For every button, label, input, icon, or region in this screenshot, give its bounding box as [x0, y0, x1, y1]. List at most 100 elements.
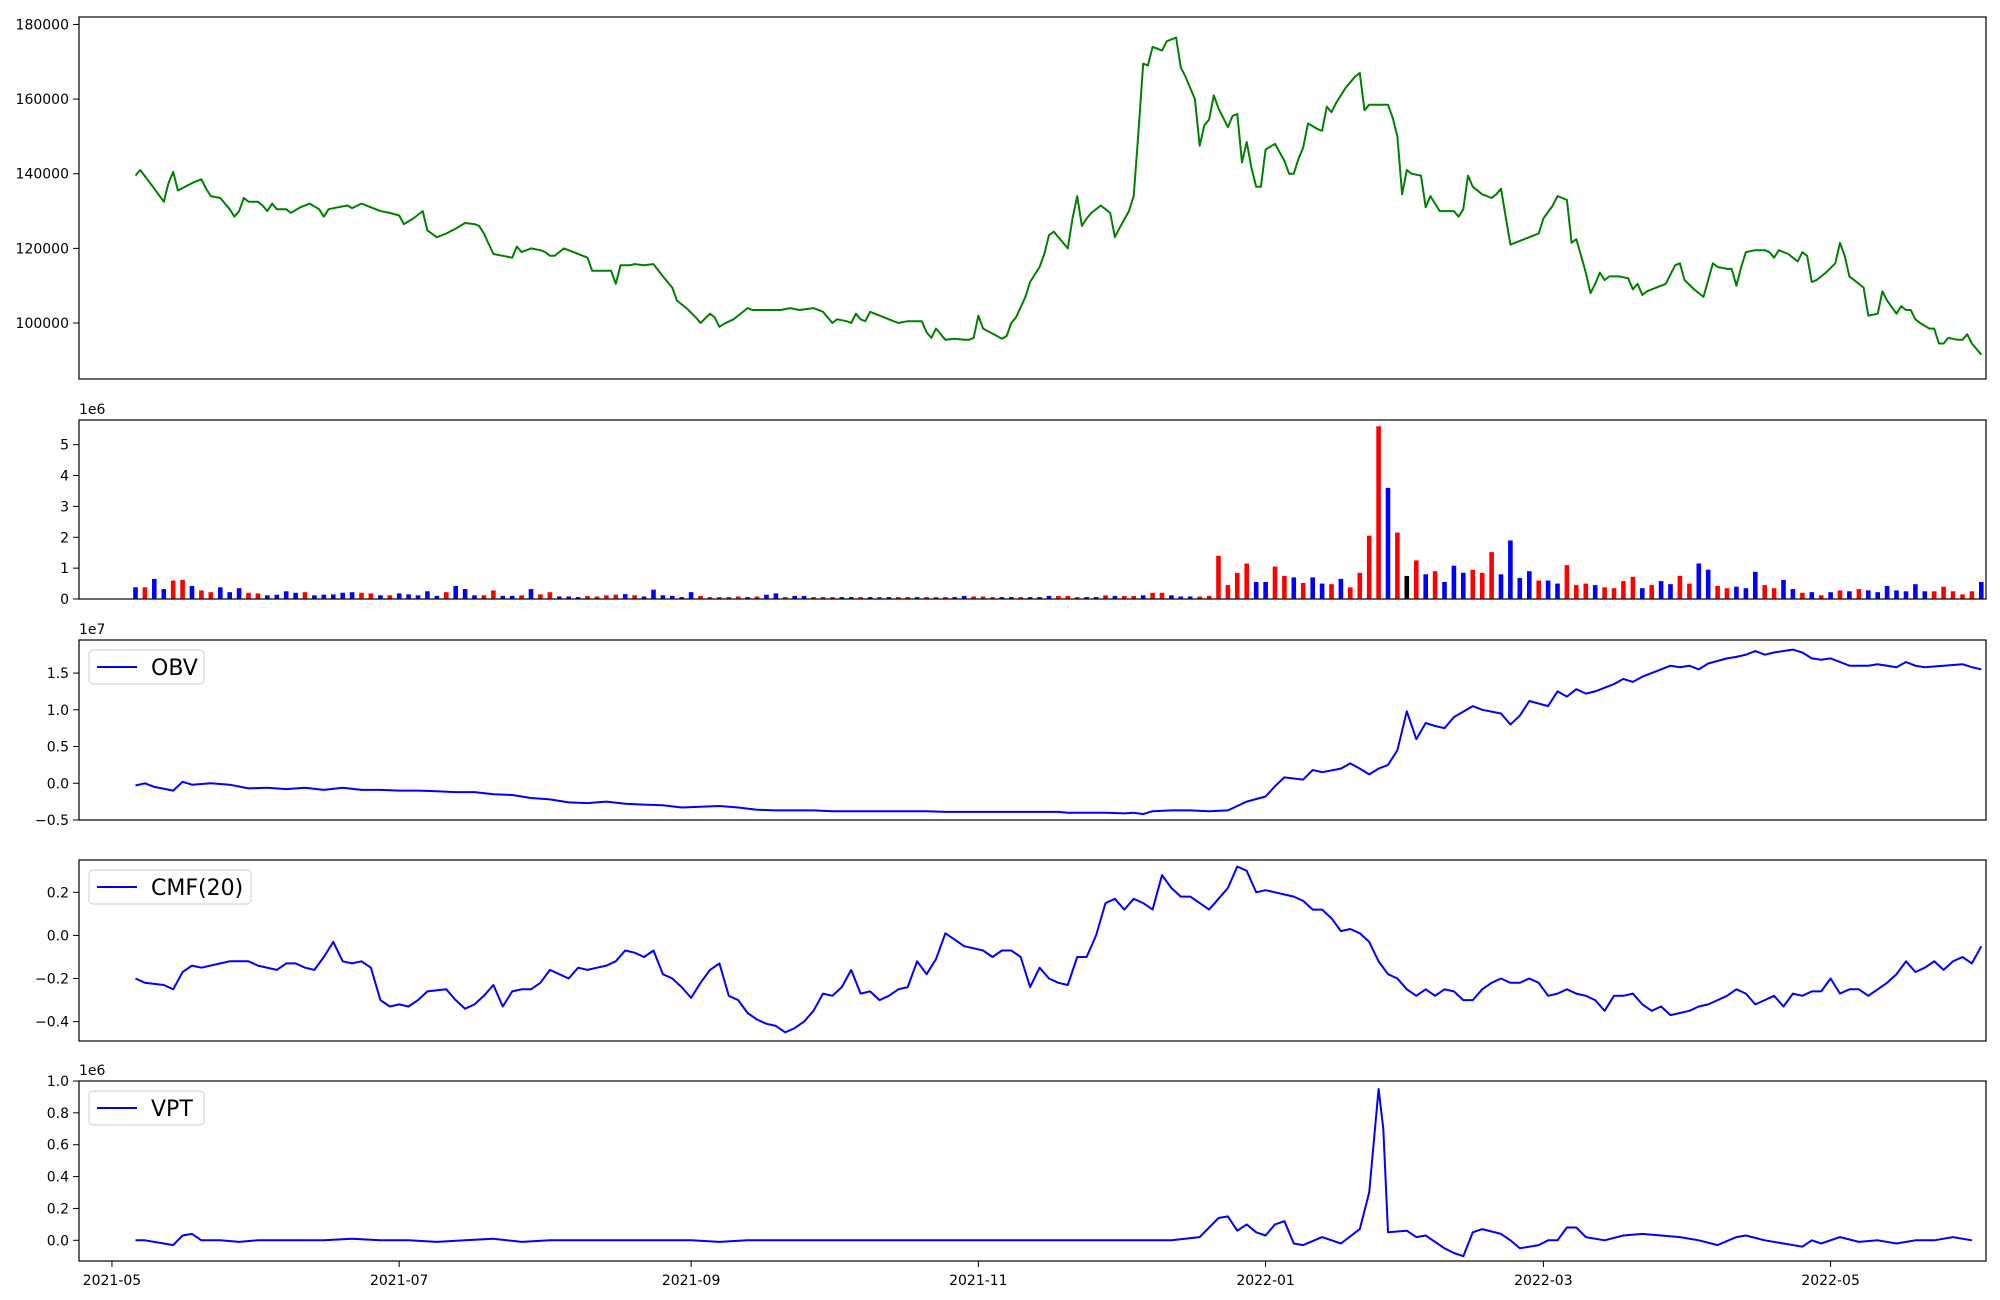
cmf-ytick-label: −0.2	[35, 972, 69, 988]
volume-bar	[1574, 585, 1579, 599]
volume-bar	[1300, 583, 1306, 599]
volume-bar	[641, 596, 647, 599]
volume-bar	[783, 597, 788, 599]
volume-bar	[830, 597, 835, 599]
cmf-ytick-label: 0.2	[47, 885, 69, 901]
volume-bar	[1922, 591, 1928, 599]
volume-bar	[1442, 582, 1447, 599]
volume-bar	[340, 592, 345, 599]
volume-bar	[1357, 572, 1363, 599]
volume-bar	[142, 587, 148, 599]
volume-bar	[491, 590, 496, 599]
volume-bar	[1677, 575, 1683, 599]
volume-bar	[368, 593, 374, 599]
volume-bar	[980, 596, 986, 599]
obv-legend-label: OBV	[151, 656, 198, 681]
volume-bar	[1065, 595, 1071, 599]
volume-ytick-label: 3	[60, 499, 69, 515]
vpt-ytick-label: 0.0	[47, 1233, 69, 1249]
volume-bar	[914, 597, 920, 599]
volume-bar	[1969, 591, 1975, 599]
vpt-ytick-label: 0.2	[47, 1201, 69, 1217]
volume-bar	[227, 592, 232, 599]
volume-bar	[170, 580, 176, 599]
volume-offset-label: 1e6	[79, 402, 106, 418]
obv-ytick-label: 0.5	[47, 740, 69, 756]
volume-bar	[801, 595, 807, 599]
volume-bar	[585, 595, 590, 599]
volume-bar	[1527, 571, 1532, 599]
volume-bar	[1187, 596, 1193, 599]
volume-bar	[952, 597, 958, 599]
volume-bar	[331, 594, 336, 599]
volume-bar	[1489, 552, 1494, 599]
volume-bar	[1950, 591, 1956, 599]
volume-bar	[453, 586, 458, 599]
volume-bar	[472, 595, 477, 599]
obv-legend-box	[88, 649, 205, 685]
volume-bar	[1140, 595, 1146, 599]
cmf-legend: CMF(20)	[88, 869, 252, 905]
volume-bar	[425, 591, 430, 599]
xtick-label: 2022-01	[1236, 1273, 1295, 1289]
volume-bar	[764, 594, 769, 599]
obv-axes-frame	[78, 639, 1987, 821]
volume-bar	[1583, 583, 1589, 599]
volume-bar	[236, 588, 242, 599]
obv-ytick-label: 1.5	[47, 666, 69, 682]
cmf-ytick-label: −0.4	[35, 1015, 69, 1031]
price-series-line	[134, 36, 1983, 356]
volume-bar	[321, 594, 327, 599]
volume-bar	[1771, 588, 1777, 599]
xtick-label: 2021-09	[662, 1273, 721, 1289]
volume-bar	[1037, 597, 1042, 599]
xtick-label: 2021-07	[370, 1273, 429, 1289]
volume-bar	[1979, 582, 1984, 599]
obv-offset-label: 1e7	[79, 622, 105, 638]
volume-bar	[1197, 596, 1202, 599]
volume-bar	[481, 595, 487, 599]
volume-bar	[396, 593, 402, 599]
volume-panel: 0 1 2 3 4 5 1e6	[60, 402, 1987, 608]
volume-ytick-label: 1	[60, 561, 69, 577]
price-ytick-label: 160000	[16, 92, 69, 108]
volume-bar	[1423, 574, 1428, 599]
volume-bar	[1781, 579, 1786, 599]
volume-bar	[1800, 592, 1805, 599]
volume-bar	[1432, 571, 1438, 599]
volume-bar	[302, 592, 308, 599]
vpt-ytick-label: 1.0	[47, 1074, 69, 1090]
volume-bar	[1894, 590, 1899, 599]
volume-bar	[679, 597, 684, 599]
volume-bar	[1828, 592, 1833, 599]
volume-bar	[1649, 585, 1654, 599]
volume-bar	[1743, 588, 1749, 599]
volume-bar	[1630, 576, 1636, 599]
vpt-legend-box	[88, 1090, 205, 1126]
volume-bar	[1517, 578, 1523, 599]
volume-bar	[622, 594, 628, 599]
volume-bar	[1621, 581, 1626, 599]
volume-bar	[1103, 595, 1108, 599]
volume-bar	[1178, 596, 1184, 599]
volume-bar	[726, 597, 732, 599]
volume-bar	[999, 597, 1005, 599]
volume-bar	[519, 595, 524, 599]
volume-bar	[1253, 582, 1259, 599]
volume-bar	[896, 597, 901, 599]
volume-bar	[415, 595, 421, 599]
cmf-series-line	[135, 865, 1983, 1034]
volume-bar	[632, 595, 637, 599]
vpt-panel: 0.0 0.2 0.4 0.6 0.8 1.0 1e6 VPT	[47, 1063, 1987, 1262]
volume-bar	[1216, 555, 1221, 599]
volume-ytick-label: 4	[60, 469, 69, 485]
obv-ytick-label: 1.0	[47, 703, 69, 719]
volume-bar	[1018, 597, 1023, 599]
volume-bar	[312, 595, 317, 599]
vpt-ytick-label: 0.6	[47, 1138, 69, 1154]
volume-bar	[462, 589, 468, 599]
volume-bar	[1169, 595, 1174, 599]
volume-bar	[359, 592, 364, 599]
volume-bar	[971, 596, 976, 599]
